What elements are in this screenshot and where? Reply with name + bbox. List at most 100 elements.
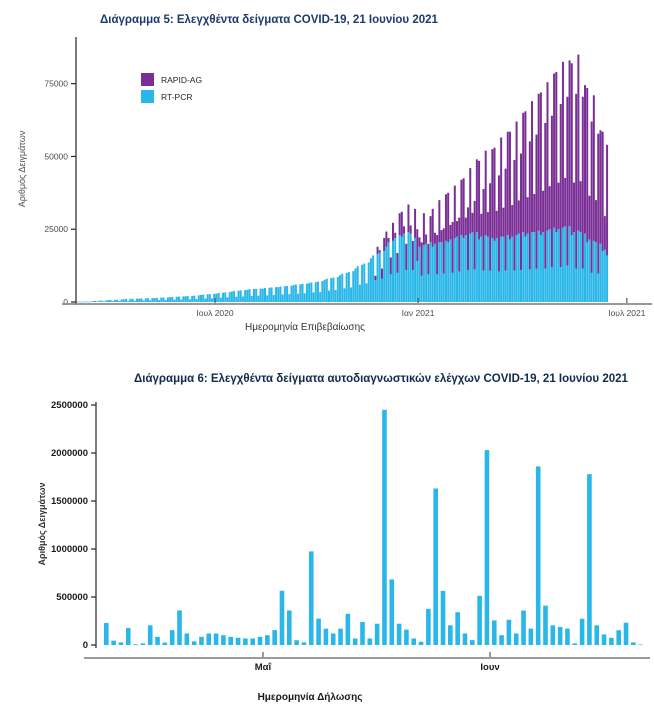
bar-segment xyxy=(456,236,458,302)
x-tick-label: Ιαν 2021 xyxy=(402,308,435,318)
bar-segment xyxy=(533,194,536,233)
bar-segment xyxy=(526,233,529,302)
bar-segment xyxy=(564,226,567,302)
bar-segment xyxy=(537,93,540,231)
bar-segment xyxy=(217,292,220,302)
bar-segment xyxy=(407,232,410,302)
bar-segment xyxy=(447,192,450,243)
bar-segment xyxy=(233,290,236,302)
bar-segment xyxy=(208,294,211,302)
bar-segment xyxy=(162,297,165,302)
bar-segment xyxy=(184,633,190,645)
bar-segment xyxy=(592,240,595,302)
bar-segment xyxy=(597,273,600,302)
bar-segment xyxy=(561,61,564,228)
bar-segment xyxy=(301,642,307,645)
bar-segment xyxy=(559,104,562,268)
bar-segment xyxy=(411,240,414,270)
bar-segment xyxy=(118,300,121,302)
bar-segment xyxy=(372,255,375,302)
y-tick-label: 500000 xyxy=(56,592,88,603)
bar-segment xyxy=(184,296,187,302)
bar-segment xyxy=(376,253,379,302)
bar-segment xyxy=(482,189,485,271)
chart6-plot: 0 500000 1000000 1500000 2000000 2500000 Μαΐ Ιο… xyxy=(51,400,650,673)
bar-segment xyxy=(213,633,219,645)
bar-segment xyxy=(586,88,589,243)
bar-segment xyxy=(83,301,86,303)
bar-segment xyxy=(191,641,197,645)
bar-segment xyxy=(475,159,478,233)
bar-segment xyxy=(356,266,359,302)
bar-segment xyxy=(599,243,602,302)
bar-segment xyxy=(440,242,443,302)
bar-segment xyxy=(257,636,263,645)
bar-segment xyxy=(338,628,343,645)
bar-segment xyxy=(283,286,286,302)
bar-segment xyxy=(142,300,145,302)
bar-segment xyxy=(292,285,295,302)
chart5-plot: 0 25000 50000 75000 Ιουλ 2020 Ιαν 2021 Ιουλ 20… xyxy=(44,37,652,318)
bar-segment xyxy=(171,296,174,302)
bar-segment xyxy=(471,212,474,233)
bar-segment xyxy=(226,297,229,302)
bar-segment xyxy=(213,293,216,302)
bar-segment xyxy=(631,642,636,645)
bar-segment xyxy=(592,95,595,241)
bar-segment xyxy=(319,292,322,302)
bar-segment xyxy=(376,246,379,254)
bar-segment xyxy=(436,274,439,302)
bar-segment xyxy=(259,288,262,302)
bar-segment xyxy=(378,250,381,253)
bar-segment xyxy=(464,235,467,302)
bar-segment xyxy=(385,231,388,247)
bar-segment xyxy=(414,237,417,302)
bar-segment xyxy=(495,237,498,302)
chart5-title: Διάγραμμα 5: Ελεγχθέντα δείγματα COVID-1… xyxy=(100,14,438,26)
bar-segment xyxy=(451,272,454,302)
bar-segment xyxy=(586,242,589,302)
bar-segment xyxy=(539,235,542,302)
bar-segment xyxy=(389,579,395,645)
y-tick-label: 1000000 xyxy=(51,544,88,555)
bar-segment xyxy=(237,290,240,302)
bar-segment xyxy=(354,268,357,302)
bar-segment xyxy=(250,638,255,645)
bar-segment xyxy=(111,640,116,645)
bar-segment xyxy=(497,271,500,302)
bar-segment xyxy=(127,300,130,302)
bar-segment xyxy=(325,278,328,302)
bar-segment xyxy=(264,288,266,302)
bar-segment xyxy=(579,232,582,302)
bar-segment xyxy=(230,291,233,302)
bar-segment xyxy=(398,213,401,236)
bar-segment xyxy=(506,235,509,302)
bar-segment xyxy=(89,301,92,303)
chart6-title: Διάγραμμα 6: Ελεγχθέντα δείγματα αυτοδια… xyxy=(134,373,628,385)
bar-segment xyxy=(601,131,604,252)
bar-segment xyxy=(599,130,602,244)
bar-segment xyxy=(449,239,452,302)
bar-segment xyxy=(473,269,476,302)
bar-segment xyxy=(418,246,421,302)
bar-segment xyxy=(158,300,161,302)
bar-segment xyxy=(462,633,468,645)
bar-segment xyxy=(363,263,366,302)
bar-segment xyxy=(270,287,273,302)
bar-segment xyxy=(444,194,447,241)
bar-segment xyxy=(149,300,152,302)
bar-segment xyxy=(120,299,123,302)
bar-segment xyxy=(378,252,381,302)
bar-segment xyxy=(248,289,251,302)
bar-segment xyxy=(584,85,587,234)
bar-segment xyxy=(290,285,293,302)
legend-row-rapid-ag: RAPID-AG xyxy=(141,71,202,88)
bar-segment xyxy=(162,642,168,645)
bar-segment xyxy=(195,299,198,302)
bar-segment xyxy=(577,54,580,231)
bar-segment xyxy=(603,216,606,250)
bar-segment xyxy=(383,251,386,302)
bar-segment xyxy=(151,298,154,302)
bar-segment xyxy=(577,230,580,302)
bar-segment xyxy=(314,282,317,302)
